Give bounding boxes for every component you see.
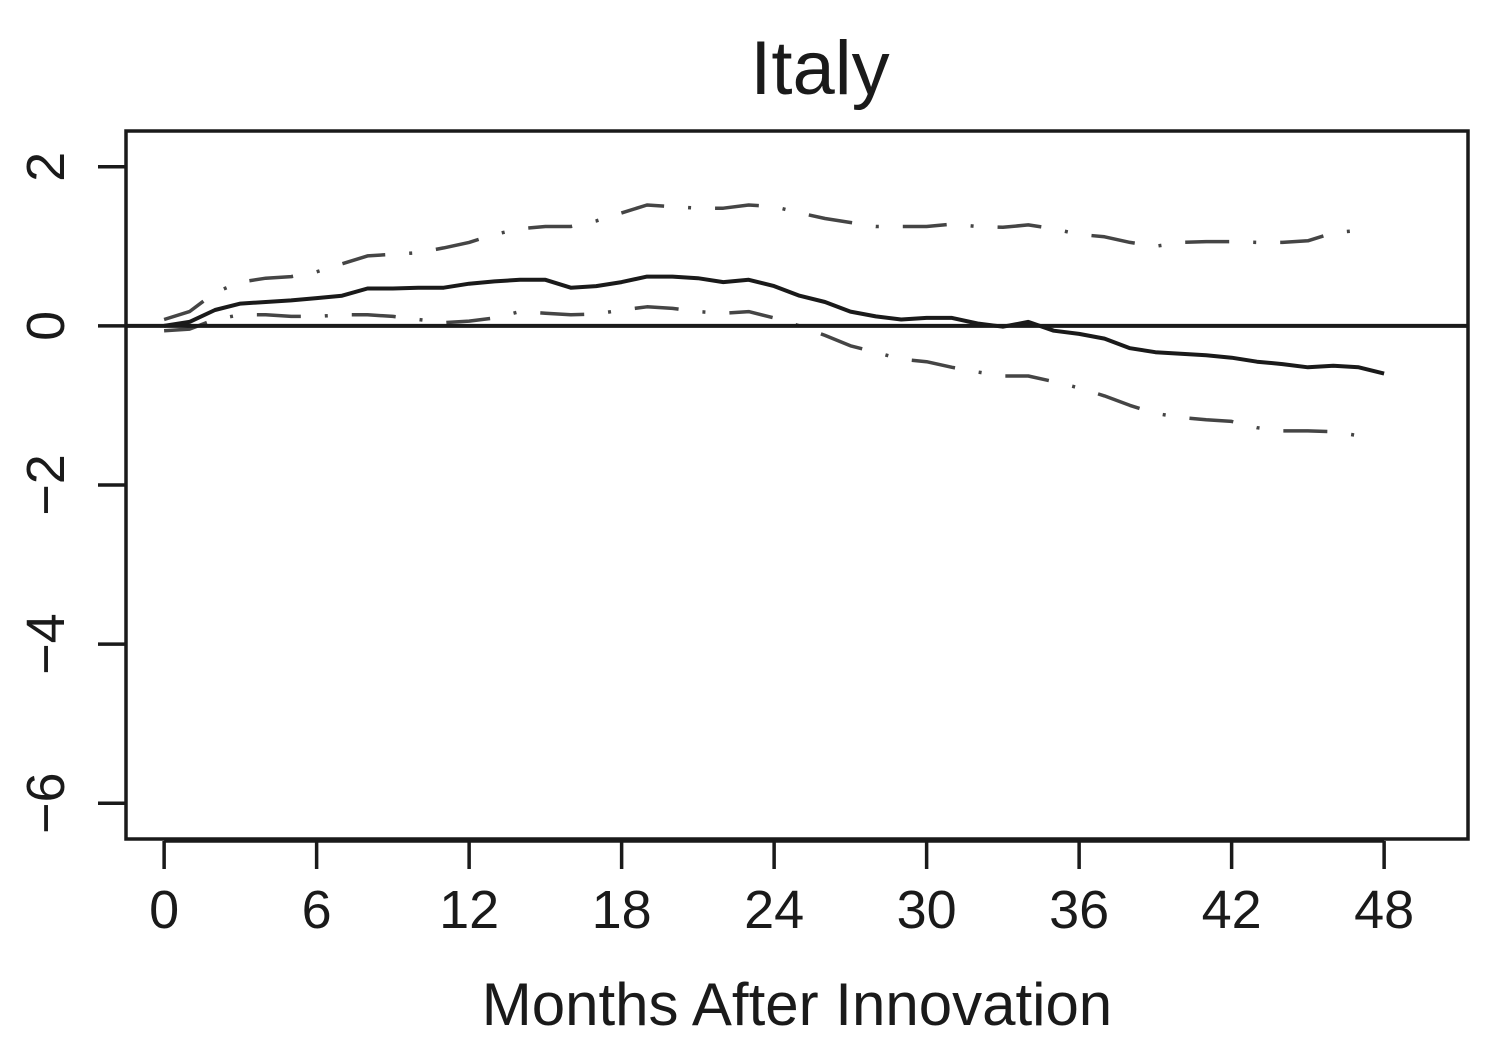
x-axis: 0 6 12 18 24 30 36 42 48 [149,839,1414,940]
x-tick-label: 12 [439,880,499,940]
x-tick-label: 24 [744,880,804,940]
series-line-lower-band [163,305,1359,438]
x-tick-label: 0 [149,880,179,940]
x-tick-label: 42 [1202,880,1262,940]
y-tick-label: 2 [16,152,76,182]
series-line-estimate [163,274,1385,376]
x-tick-label: 6 [302,880,332,940]
y-axis: 2 0 −2 −4 −6 [16,152,126,834]
y-tick-label: −6 [16,772,76,834]
x-tick-label: 36 [1049,880,1109,940]
y-tick-label: 0 [16,311,76,341]
x-tick-label: 18 [592,880,652,940]
x-axis-label: Months After Innovation [482,971,1112,1038]
plot-frame [124,129,1470,841]
series-line-upper-band [163,203,1359,322]
series-layer [163,203,1385,438]
chart-title: Italy [750,26,889,111]
y-tick-label: −4 [16,613,76,675]
x-tick-label: 30 [897,880,957,940]
y-tick-label: −2 [16,454,76,516]
x-tick-label: 48 [1354,880,1414,940]
